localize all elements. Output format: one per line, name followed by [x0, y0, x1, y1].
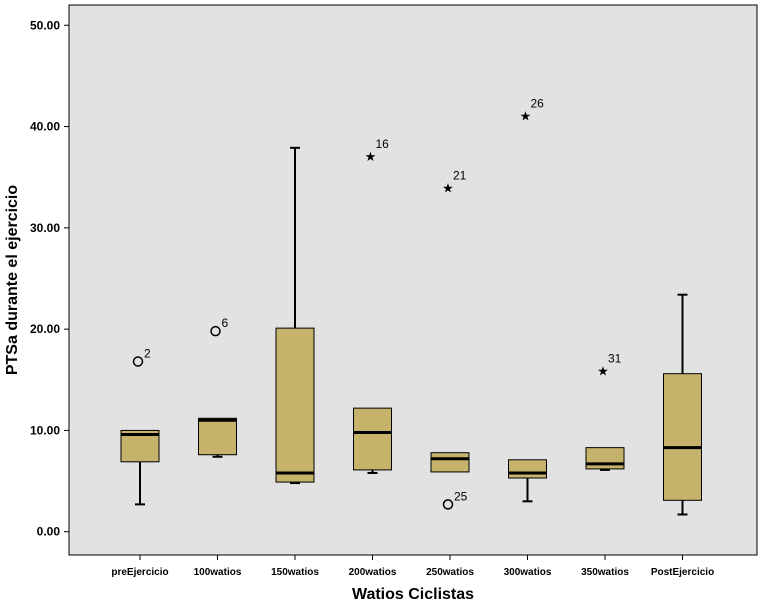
x-tick-label: PostEjercicio — [651, 567, 714, 578]
box-group-250watios: 25 ★21 — [430, 168, 470, 510]
outlier-label: 6 — [222, 316, 229, 330]
box-group-150watios — [275, 146, 315, 485]
outlier-circle — [442, 499, 454, 510]
x-tick-label: 150watios — [271, 567, 319, 578]
outlier-circle — [132, 356, 144, 367]
x-tick-label: preEjercicio — [111, 567, 168, 578]
outlier-circle — [210, 325, 221, 337]
outlier-star: ★ — [520, 109, 532, 124]
outlier-label: 26 — [531, 96, 545, 110]
outlier-label: 25 — [454, 489, 468, 503]
box-group-PostEjercicio — [663, 293, 702, 516]
plot-area — [68, 4, 758, 556]
y-axis: 0.00 10.00 20.00 30.00 40.00 50.00 — [30, 18, 69, 539]
y-tick-label: 20.00 — [30, 322, 60, 336]
outlier-star: ★ — [442, 181, 454, 196]
box — [430, 452, 470, 473]
y-tick-label: 40.00 — [30, 120, 60, 134]
y-tick-label: 30.00 — [30, 221, 60, 235]
x-axis-title: Watios Ciclistas — [352, 586, 474, 603]
box-group-100watios: 6 — [198, 316, 237, 458]
outlier-label: 31 — [608, 352, 622, 366]
outlier-label: 16 — [376, 137, 390, 151]
y-tick-label: 50.00 — [30, 18, 60, 32]
x-tick-label: 200watios — [349, 567, 397, 578]
box — [198, 417, 237, 456]
box-group-preEjercicio: 2 — [120, 347, 160, 506]
box — [275, 327, 315, 483]
box — [585, 447, 625, 470]
outlier-star: ★ — [365, 150, 377, 165]
box — [663, 373, 702, 501]
box-group-200watios: ★16 — [353, 137, 392, 474]
x-tick-label: 100watios — [194, 567, 242, 578]
outlier-star: ★ — [597, 365, 609, 380]
box — [353, 407, 392, 471]
x-tick-label: 300watios — [504, 567, 552, 578]
box-group-300watios: ★26 — [508, 96, 547, 503]
outlier-label: 21 — [453, 168, 467, 182]
x-tick-label: 350watios — [581, 567, 629, 578]
y-tick-label: 10.00 — [30, 423, 60, 437]
x-tick-label: 250watios — [426, 567, 474, 578]
y-axis-title: PTSa durante el ejercicio — [4, 185, 21, 376]
box — [508, 459, 547, 479]
y-tick-label: 0.00 — [37, 525, 61, 539]
outlier-label: 2 — [144, 347, 151, 361]
x-axis: preEjercicio 100watios 150watios 200watios 2… — [111, 555, 714, 578]
box-group-350watios: ★31 — [585, 352, 625, 471]
